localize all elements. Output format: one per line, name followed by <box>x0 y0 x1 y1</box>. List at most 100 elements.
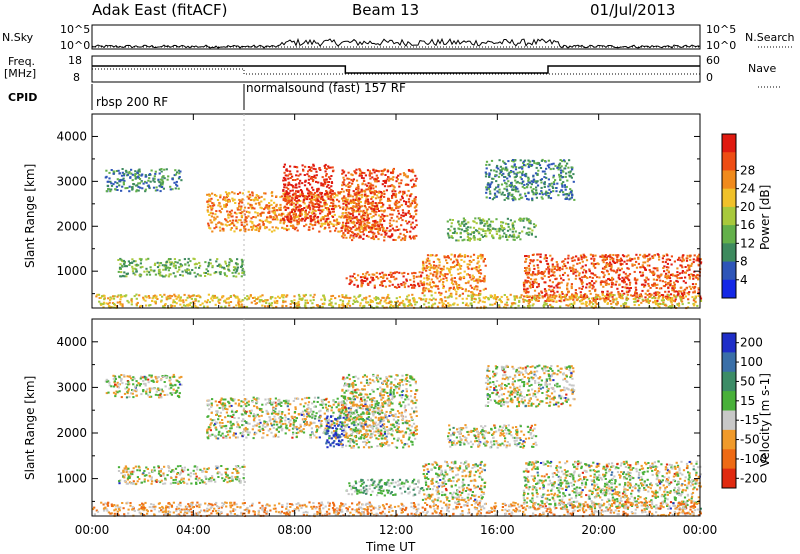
echo-cell <box>476 288 479 291</box>
echo-cell <box>291 175 294 178</box>
echo-cell <box>673 290 676 293</box>
echo-cell <box>695 276 698 279</box>
echo-cell <box>570 302 573 305</box>
echo-cell <box>680 292 684 295</box>
echo-cell <box>310 193 313 196</box>
echo-cell <box>286 174 289 177</box>
echo-cell <box>490 220 493 223</box>
echo-cell <box>671 297 674 300</box>
echo-cell <box>476 238 479 241</box>
echo-cell <box>489 186 492 188</box>
echo-cell <box>145 304 148 307</box>
echo-cell <box>373 191 376 194</box>
echo-cell <box>470 294 473 297</box>
echo-cell <box>584 293 587 295</box>
echo-cell <box>681 260 684 263</box>
echo-cell <box>363 205 366 207</box>
echo-cell <box>574 271 577 274</box>
echo-cell <box>585 301 588 304</box>
echo-cell <box>343 296 346 299</box>
echo-cell <box>109 180 112 183</box>
echo-cell <box>135 270 138 273</box>
echo-cell <box>247 215 250 218</box>
echo-cell <box>309 299 312 302</box>
echo-cell <box>640 274 643 277</box>
echo-cell <box>666 293 669 296</box>
echo-cell <box>489 303 492 306</box>
echo-cell <box>590 301 593 304</box>
echo-cell <box>259 295 262 298</box>
echo-cell <box>348 300 351 303</box>
echo-cell <box>422 264 425 266</box>
echo-cell <box>553 297 556 300</box>
echo-cell <box>191 269 194 271</box>
echo-cell <box>290 203 293 206</box>
echo-cell <box>490 159 494 162</box>
echo-cell <box>250 225 253 228</box>
echo-cell <box>479 292 482 295</box>
echo-cell <box>120 275 123 278</box>
echo-cell <box>610 256 614 259</box>
echo-cell <box>614 283 617 286</box>
echo-cell <box>310 212 314 214</box>
echo-cell <box>348 304 352 307</box>
echo-cell <box>320 306 323 309</box>
echo-cell <box>195 295 198 298</box>
echo-cell <box>531 197 534 200</box>
echo-cell <box>688 276 691 278</box>
echo-cell <box>459 267 462 270</box>
echo-cell <box>532 303 535 306</box>
echo-cell <box>483 275 486 278</box>
echo-cell <box>247 297 251 300</box>
echo-cell <box>289 177 292 179</box>
echo-cell <box>661 257 664 260</box>
echo-cell <box>346 220 349 223</box>
echo-cell <box>445 256 448 259</box>
echo-cell <box>527 218 530 221</box>
echo-cell <box>662 254 665 257</box>
echo-cell <box>380 191 383 193</box>
echo-cell <box>402 237 405 240</box>
echo-cell <box>473 220 476 223</box>
echo-cell <box>293 192 296 195</box>
echo-cell <box>395 205 398 208</box>
echo-cell <box>322 294 325 297</box>
echo-cell <box>534 298 537 301</box>
echo-cell <box>662 301 665 304</box>
echo-cell <box>540 291 544 294</box>
echo-cell <box>385 229 388 232</box>
echo-cell <box>340 229 343 232</box>
echo-cell <box>604 281 607 284</box>
echo-cell <box>303 295 306 298</box>
echo-cell <box>552 176 555 179</box>
echo-cell <box>377 191 380 194</box>
echo-cell <box>459 278 462 281</box>
echo-cell <box>351 212 354 215</box>
echo-cell <box>312 167 315 170</box>
echo-cell <box>299 195 302 198</box>
echo-cell <box>481 300 484 303</box>
echo-cell <box>117 270 120 273</box>
echo-cell <box>351 275 354 278</box>
echo-cell <box>370 183 373 186</box>
echo-cell <box>467 281 470 284</box>
echo-cell <box>345 305 348 308</box>
echo-cell <box>176 184 179 187</box>
echo-cell <box>455 297 458 300</box>
echo-cell <box>370 237 373 240</box>
echo-cell <box>468 239 471 242</box>
echo-cell <box>233 230 236 233</box>
echo-cell <box>251 221 254 224</box>
echo-cell <box>582 256 586 259</box>
echo-cell <box>163 177 166 180</box>
echo-cell <box>497 228 500 231</box>
echo-cell <box>180 179 183 182</box>
echo-cell <box>467 237 470 240</box>
echo-cell <box>360 217 363 220</box>
echo-cell <box>687 293 690 296</box>
echo-cell <box>321 302 324 305</box>
echo-cell <box>385 302 388 305</box>
echo-cell <box>286 294 289 297</box>
echo-cell <box>528 219 531 222</box>
echo-cell <box>264 226 267 228</box>
